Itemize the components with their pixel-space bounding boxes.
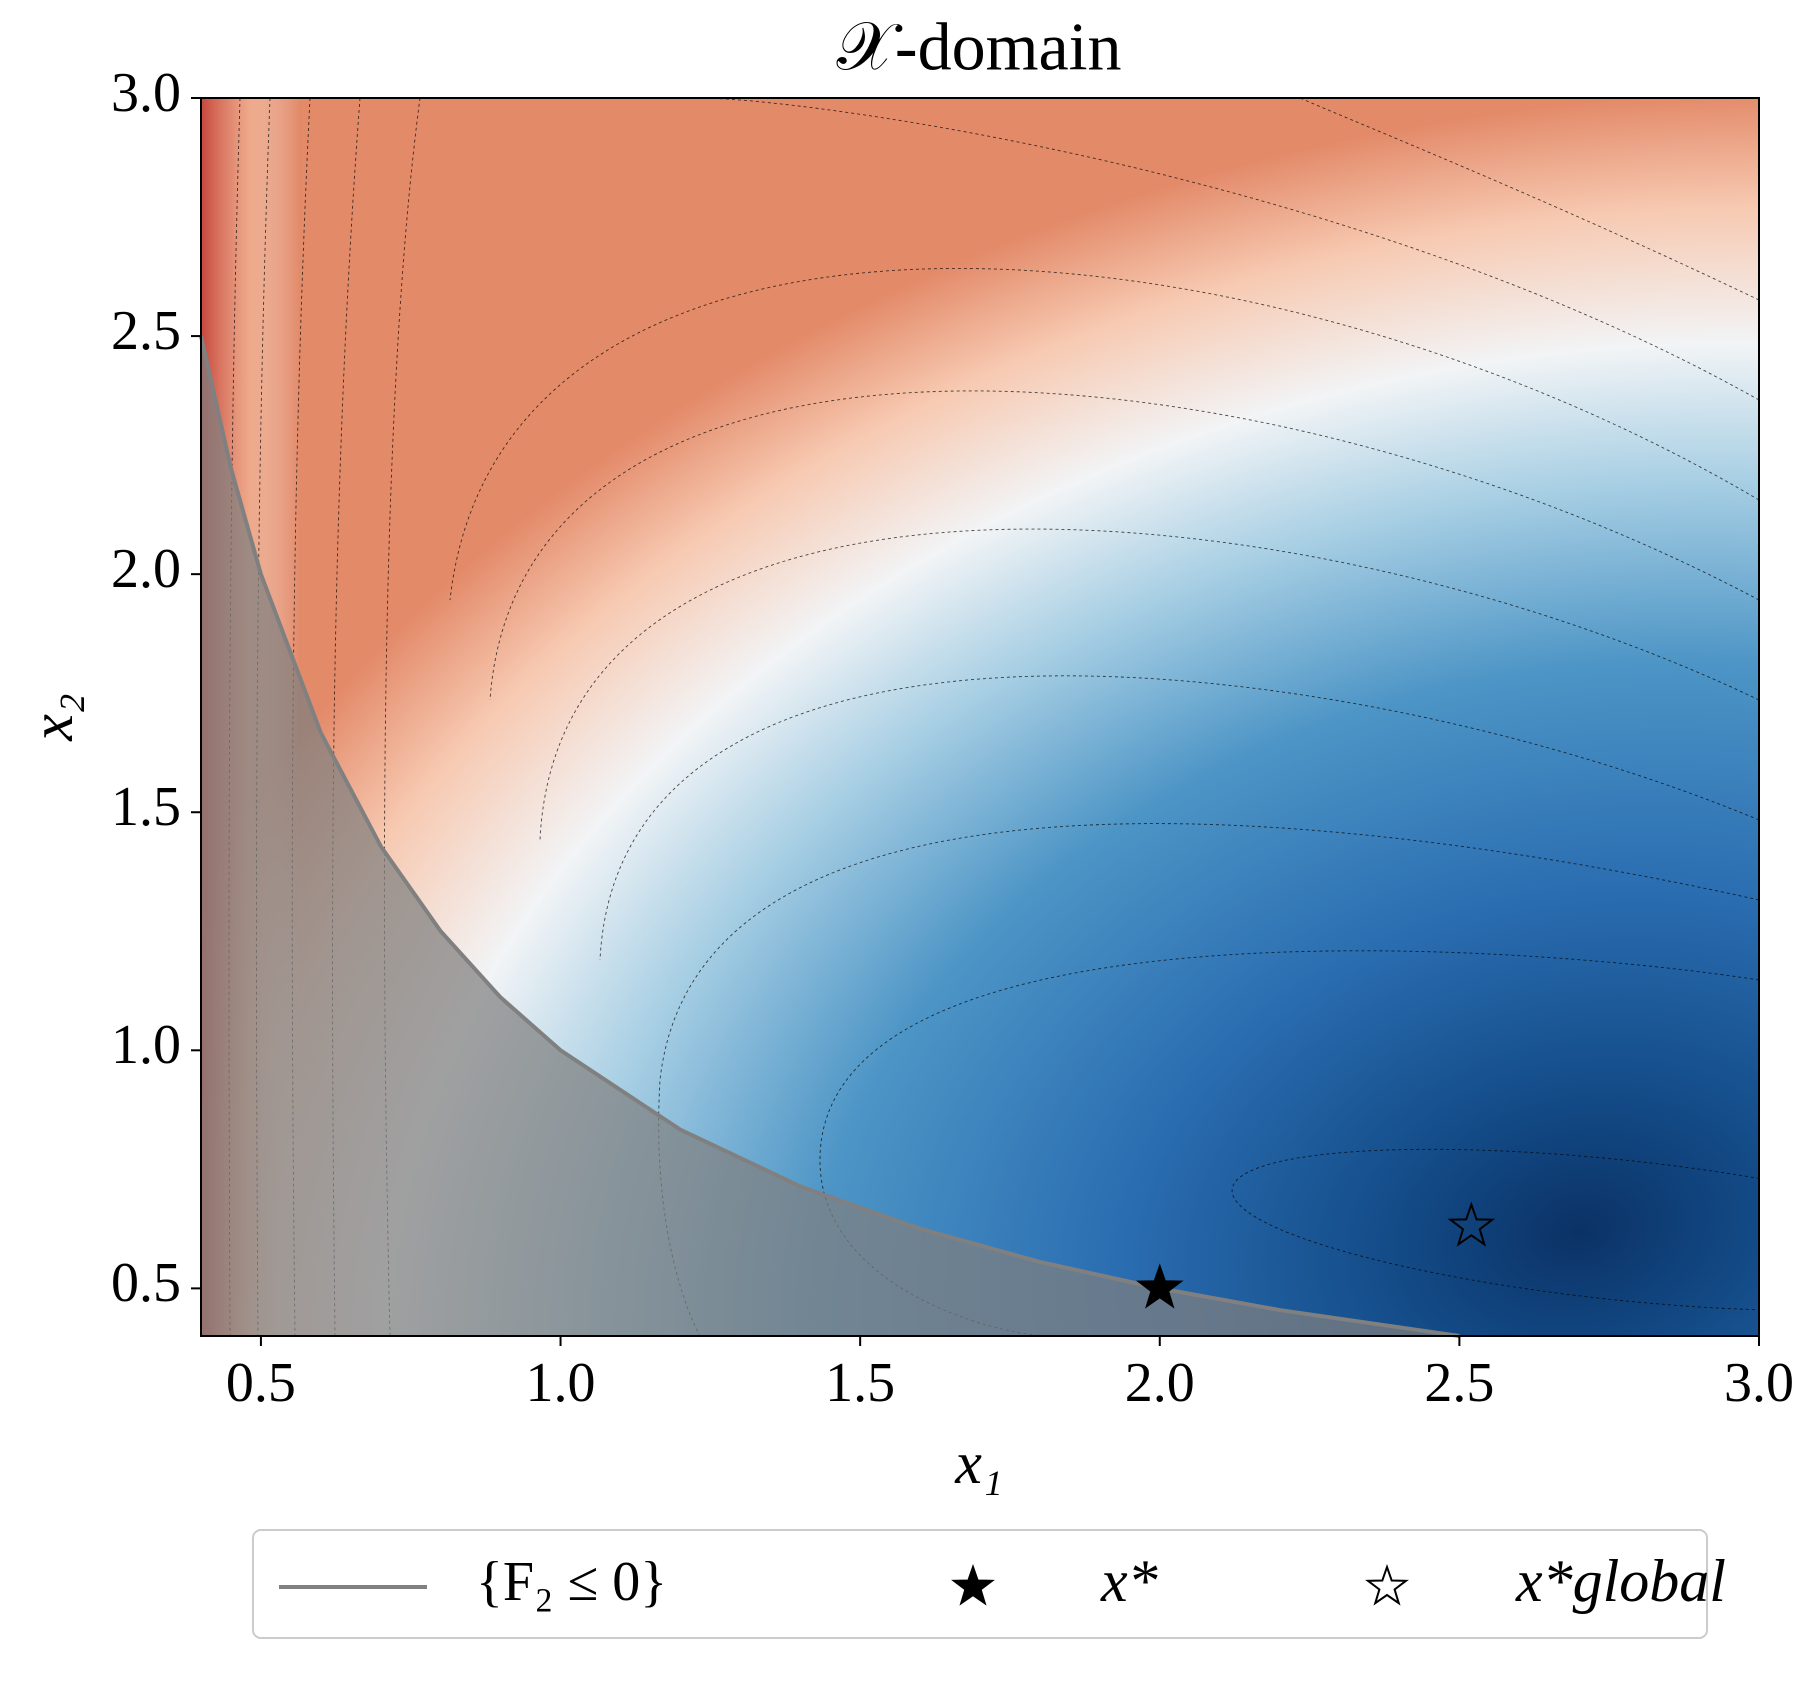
x-tick-label: 3.0	[1724, 1352, 1794, 1414]
legend-label: x*	[1100, 1548, 1158, 1614]
y-tick-label: 2.0	[111, 538, 181, 600]
y-tick-label: 0.5	[111, 1252, 181, 1314]
constraint-line	[199, 335, 1460, 1338]
chart-title: 𝒳-domain	[836, 9, 1121, 85]
y-axis-label: x₂	[19, 693, 85, 742]
x-tick-label: 1.5	[825, 1352, 895, 1414]
point-marker	[1447, 1201, 1496, 1247]
x-tick-label: 0.5	[226, 1352, 296, 1414]
y-tick-label: 2.5	[111, 300, 181, 362]
y-tick-label: 1.5	[111, 776, 181, 838]
point-marker	[1135, 1263, 1184, 1309]
legend-swatch	[951, 1563, 995, 1606]
x-tick-label: 2.5	[1424, 1352, 1494, 1414]
legend-label: x*global	[1515, 1548, 1726, 1614]
x-tick-label: 2.0	[1125, 1352, 1195, 1414]
plot-frame	[200, 97, 1760, 1337]
legend-swatch	[1365, 1563, 1409, 1606]
x-axis-label: x₁	[954, 1430, 1003, 1496]
y-tick-label: 3.0	[111, 62, 181, 124]
x-tick-label: 1.0	[526, 1352, 596, 1414]
y-tick-label: 1.0	[111, 1014, 181, 1076]
constraint-region	[201, 336, 1460, 1337]
legend-label: {F₂ ≤ 0}	[476, 1551, 667, 1613]
